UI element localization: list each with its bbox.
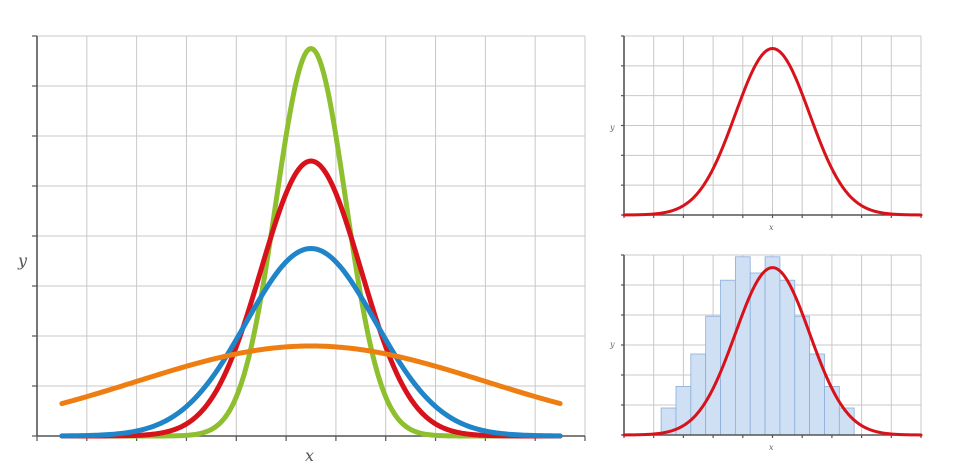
histogram-bar — [779, 279, 796, 436]
series-line-2 — [59, 246, 563, 439]
main-gridlines — [36, 35, 586, 437]
histogram-bar — [764, 256, 781, 436]
main-y-axis-label: y — [17, 251, 28, 270]
top-right-gridlines — [623, 35, 922, 216]
histogram-bar — [749, 272, 766, 436]
top-right-axes — [621, 35, 922, 218]
histogram-bar — [690, 353, 707, 436]
bottom-right-curves — [622, 266, 923, 437]
series-line-3 — [59, 343, 563, 407]
top-right-curves — [622, 47, 923, 217]
bottom-right-x-axis-label: x — [769, 443, 774, 452]
histogram-bar — [794, 315, 811, 436]
series-line-1 — [59, 158, 563, 439]
series-line-0 — [622, 47, 923, 217]
main-x-axis-label: x — [305, 446, 314, 465]
series-line-0 — [622, 266, 923, 437]
histogram-bar — [734, 256, 751, 436]
histogram-bar — [824, 385, 840, 436]
bottom-right-y-axis-label: y — [609, 340, 615, 349]
main-axes — [32, 35, 586, 441]
bottom-right-histogram — [660, 256, 855, 436]
top-right-x-axis-label: x — [769, 223, 774, 232]
main-curves — [59, 46, 563, 439]
top-right-y-axis-label: y — [609, 123, 615, 132]
